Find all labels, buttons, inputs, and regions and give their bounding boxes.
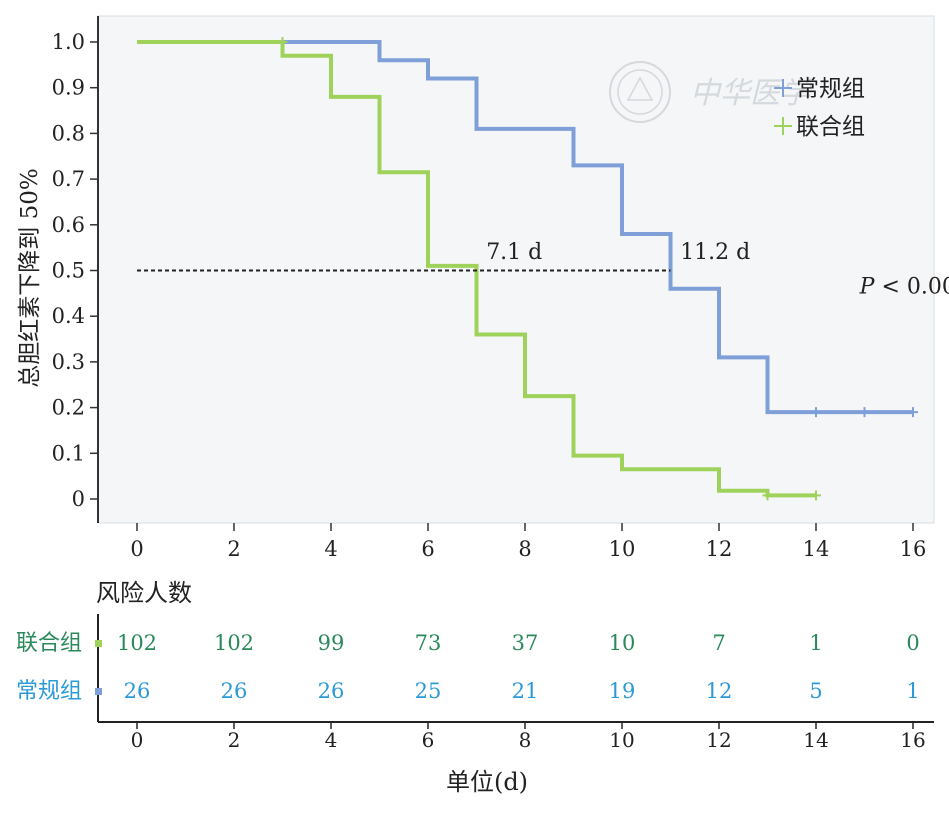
annotation-label: 11.2 d bbox=[680, 240, 750, 265]
watermark: 中华医学 bbox=[609, 61, 813, 123]
y-tick-label: 0.9 bbox=[52, 76, 85, 100]
x-tick-label: 16 bbox=[900, 537, 927, 561]
risk-count: 26 bbox=[221, 679, 248, 703]
risk-count: 26 bbox=[318, 679, 345, 703]
y-tick-label: 0.8 bbox=[52, 121, 85, 145]
x-tick-label: 14 bbox=[803, 537, 830, 561]
risk-count: 1 bbox=[809, 631, 822, 655]
x-tick-label: 2 bbox=[227, 537, 240, 561]
risk-count: 21 bbox=[512, 679, 539, 703]
risk-count: 26 bbox=[124, 679, 151, 703]
censor-mark bbox=[859, 407, 870, 418]
risk-count: 37 bbox=[512, 631, 539, 655]
risk-x-tick-label: 6 bbox=[422, 728, 435, 752]
series-line-1 bbox=[137, 40, 913, 415]
risk-x-tick-label: 14 bbox=[803, 728, 828, 752]
risk-row-label: 常规组 bbox=[16, 679, 82, 704]
x-tick-label: 10 bbox=[609, 537, 636, 561]
y-tick-label: 0.6 bbox=[52, 213, 85, 237]
risk-count: 5 bbox=[809, 679, 822, 703]
x-axis-title: 单位(d) bbox=[446, 768, 528, 796]
censor-mark bbox=[811, 407, 821, 418]
risk-x-tick-label: 8 bbox=[519, 728, 532, 752]
censor-mark bbox=[811, 490, 821, 501]
watermark-text: 中华医学 bbox=[690, 76, 813, 111]
risk-count: 102 bbox=[117, 631, 157, 655]
risk-count: 10 bbox=[609, 631, 636, 655]
watermark-seal-icon bbox=[609, 61, 671, 123]
risk-x-tick-label: 2 bbox=[228, 728, 241, 752]
legend-marker bbox=[774, 117, 792, 135]
y-axis-title: 总胆红素下降到 50% bbox=[17, 168, 43, 387]
x-tick-label: 4 bbox=[324, 537, 337, 561]
y-tick-label: 0.3 bbox=[52, 350, 85, 374]
risk-x-tick-label: 0 bbox=[131, 728, 144, 752]
risk-x-tick-label: 4 bbox=[325, 728, 338, 752]
legend-label: 联合组 bbox=[796, 114, 865, 140]
annotation-label: P < 0.000 1 bbox=[859, 274, 949, 299]
risk-count: 99 bbox=[318, 631, 345, 655]
y-tick-label: 0.1 bbox=[52, 441, 85, 465]
x-tick-label: 12 bbox=[706, 537, 733, 561]
risk-x-tick-label: 12 bbox=[706, 728, 731, 752]
annotation-layer: 7.1 d 11.2 d P < 0.000 1 bbox=[137, 240, 949, 299]
y-tick-label: 1.0 bbox=[52, 30, 85, 54]
legend-label: 常规组 bbox=[796, 76, 865, 102]
x-tick-label: 8 bbox=[518, 537, 531, 561]
x-tick-label: 0 bbox=[130, 537, 143, 561]
risk-count: 7 bbox=[712, 631, 725, 655]
y-tick-label: 0.2 bbox=[52, 396, 85, 420]
legend-marker bbox=[774, 79, 792, 97]
annotation-label: 7.1 d bbox=[486, 240, 542, 265]
y-tick-label: 0.5 bbox=[52, 259, 85, 283]
risk-row-marker bbox=[95, 688, 102, 695]
x-tick-label: 6 bbox=[421, 537, 434, 561]
y-tick-label: 0.7 bbox=[52, 167, 85, 191]
risk-count: 25 bbox=[415, 679, 442, 703]
risk-count: 73 bbox=[415, 631, 442, 655]
risk-count: 102 bbox=[214, 631, 254, 655]
risk-row-label: 联合组 bbox=[16, 631, 82, 656]
risk-count: 19 bbox=[609, 679, 636, 703]
y-tick-label: 0.4 bbox=[52, 304, 85, 328]
censor-mark bbox=[762, 490, 773, 501]
y-tick-label: 0 bbox=[72, 487, 85, 511]
risk-x-tick-label: 10 bbox=[609, 728, 634, 752]
risk-count: 0 bbox=[906, 631, 919, 655]
risk-count: 12 bbox=[706, 679, 733, 703]
censor-mark bbox=[277, 37, 288, 47]
axes: 0 0.1 0.2 0.3 0.4 0.5 0.6 0.7 0.8 0.9 1.0 0 2 4 6 8 10 12… bbox=[52, 16, 927, 561]
series-layer bbox=[137, 37, 918, 501]
series-line-2 bbox=[137, 40, 816, 498]
risk-table-title: 风险人数 bbox=[96, 579, 192, 607]
risk-x-tick-label: 16 bbox=[900, 728, 925, 752]
censor-mark bbox=[908, 407, 918, 418]
risk-row-marker bbox=[95, 640, 102, 647]
risk-count: 1 bbox=[906, 679, 919, 703]
